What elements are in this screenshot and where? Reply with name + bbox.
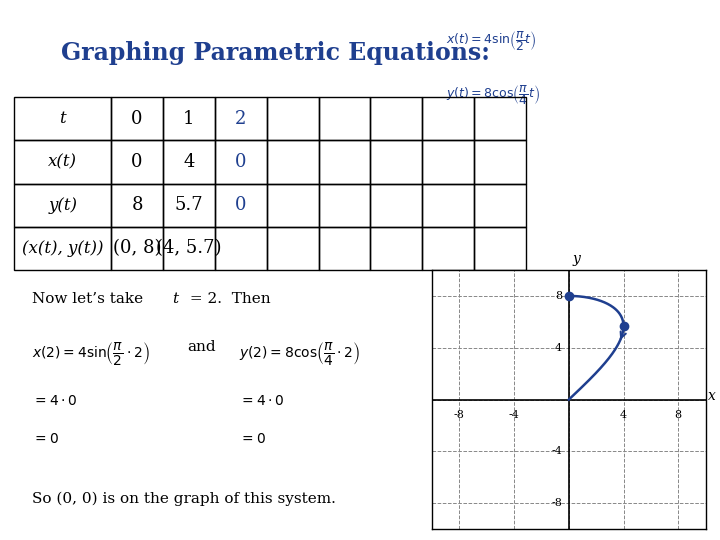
Bar <box>266 140 318 184</box>
Bar <box>474 184 526 227</box>
Bar <box>14 140 111 184</box>
Bar <box>14 184 111 227</box>
Text: t: t <box>172 292 179 306</box>
Bar <box>111 97 163 140</box>
Bar <box>266 227 318 270</box>
Bar <box>215 184 266 227</box>
Text: (4, 5.7): (4, 5.7) <box>156 239 222 258</box>
Bar <box>318 227 370 270</box>
Text: 0: 0 <box>235 196 246 214</box>
Text: (x(t), y(t)): (x(t), y(t)) <box>22 240 104 257</box>
Bar <box>318 140 370 184</box>
Text: 4: 4 <box>555 343 562 353</box>
Bar <box>111 227 163 270</box>
Text: t: t <box>60 110 66 127</box>
Text: $y(2) = 8\cos\!\left(\dfrac{\pi}{4} \cdot 2\right)$: $y(2) = 8\cos\!\left(\dfrac{\pi}{4} \cdo… <box>239 340 360 367</box>
Bar <box>215 140 266 184</box>
Text: = 2.  Then: = 2. Then <box>185 292 271 306</box>
Text: Now let’s take: Now let’s take <box>32 292 148 306</box>
Bar <box>318 184 370 227</box>
Text: $= 4 \cdot 0$: $= 4 \cdot 0$ <box>32 394 77 408</box>
Text: So (0, 0) is on the graph of this system.: So (0, 0) is on the graph of this system… <box>32 491 336 506</box>
Bar <box>215 227 266 270</box>
Bar <box>163 97 215 140</box>
Text: 1: 1 <box>183 110 194 128</box>
Text: and: and <box>187 340 216 354</box>
Text: -8: -8 <box>551 498 562 508</box>
Bar <box>422 227 474 270</box>
Text: $= 0$: $= 0$ <box>32 432 58 446</box>
Text: 8: 8 <box>131 196 143 214</box>
Text: 4: 4 <box>620 410 627 420</box>
Text: 0: 0 <box>131 153 143 171</box>
Bar <box>370 184 422 227</box>
Bar <box>474 140 526 184</box>
Bar <box>422 140 474 184</box>
Text: $= 0$: $= 0$ <box>239 432 266 446</box>
Bar <box>474 97 526 140</box>
Bar <box>474 227 526 270</box>
Bar <box>111 184 163 227</box>
Text: 0: 0 <box>235 153 246 171</box>
Text: $x(2) = 4\sin\!\left(\dfrac{\pi}{2} \cdot 2\right)$: $x(2) = 4\sin\!\left(\dfrac{\pi}{2} \cdo… <box>32 340 150 367</box>
Bar <box>422 97 474 140</box>
Text: 8: 8 <box>555 291 562 301</box>
Bar <box>370 227 422 270</box>
Text: y: y <box>573 252 581 266</box>
Bar <box>163 184 215 227</box>
Bar <box>422 184 474 227</box>
Bar <box>266 184 318 227</box>
Text: $x(t) = 4\sin\!\left(\dfrac{\pi}{2}t\right)$: $x(t) = 4\sin\!\left(\dfrac{\pi}{2}t\rig… <box>446 29 537 53</box>
Bar <box>370 97 422 140</box>
Bar <box>163 227 215 270</box>
Bar <box>318 97 370 140</box>
Bar <box>163 140 215 184</box>
Text: Graphing Parametric Equations:: Graphing Parametric Equations: <box>60 40 490 65</box>
Text: -4: -4 <box>508 410 520 420</box>
Text: 8: 8 <box>675 410 682 420</box>
Text: x(t): x(t) <box>48 153 77 171</box>
Text: -4: -4 <box>551 447 562 456</box>
Text: 0: 0 <box>131 110 143 128</box>
Text: $y(t) = 8\cos\!\left(\dfrac{\pi}{4}t\right)$: $y(t) = 8\cos\!\left(\dfrac{\pi}{4}t\rig… <box>446 83 540 107</box>
Text: x: x <box>708 389 716 403</box>
Bar <box>215 97 266 140</box>
Bar <box>266 97 318 140</box>
Bar <box>370 140 422 184</box>
Text: (0, 8): (0, 8) <box>113 239 161 258</box>
Text: y(t): y(t) <box>48 197 77 214</box>
Text: $= 4 \cdot 0$: $= 4 \cdot 0$ <box>239 394 284 408</box>
Text: 2: 2 <box>235 110 246 128</box>
Text: 4: 4 <box>184 153 194 171</box>
Bar <box>14 227 111 270</box>
Text: -8: -8 <box>454 410 465 420</box>
Bar <box>111 140 163 184</box>
Bar <box>14 97 111 140</box>
Text: 5.7: 5.7 <box>175 196 203 214</box>
